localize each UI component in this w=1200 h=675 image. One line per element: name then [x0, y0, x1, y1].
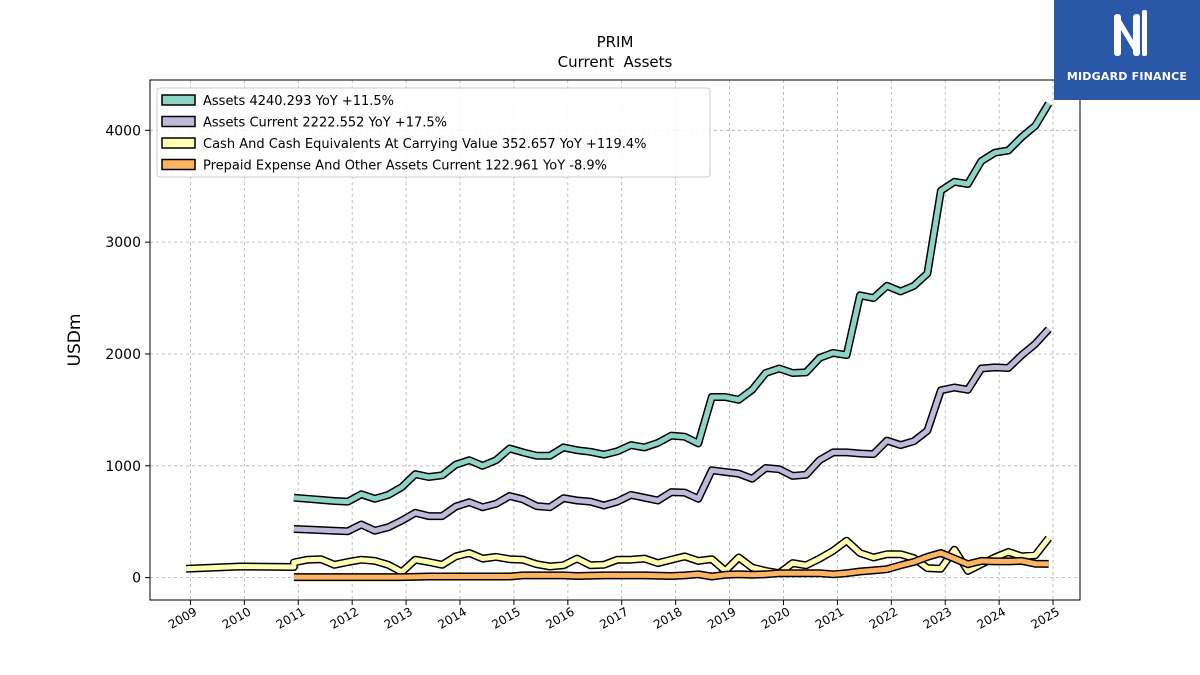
legend-label: Assets 4240.293 YoY +11.5% — [203, 94, 394, 109]
legend-swatch — [161, 94, 196, 106]
y-axis: 0 1000 2000 3000 4000 — [105, 123, 150, 587]
x-tick-label: 2014 — [436, 604, 469, 631]
legend-swatch — [161, 158, 196, 171]
legend-item: Prepaid Expense And Other Assets Current… — [161, 158, 607, 174]
series-1 — [293, 101, 1053, 506]
series-line — [293, 550, 1049, 580]
chart-subtitle: Current Assets — [558, 53, 673, 71]
x-tick-label: 2015 — [489, 604, 522, 631]
x-tick-label: 2011 — [274, 604, 307, 631]
series-4 — [293, 549, 1049, 582]
brand-logo: MIDGARD FINANCE — [1054, 0, 1200, 100]
x-tick-label: 2023 — [921, 604, 954, 631]
legend-label: Assets Current 2222.552 YoY +17.5% — [203, 116, 447, 131]
series-2 — [293, 326, 1052, 536]
midgard-logo-icon — [1114, 10, 1147, 56]
series-line — [293, 102, 1051, 505]
legend-label: Cash And Cash Equivalents At Carrying Va… — [203, 137, 646, 152]
legend-item: Assets Current 2222.552 YoY +17.5% — [161, 115, 447, 131]
legend-item: Assets 4240.293 YoY +11.5% — [161, 94, 394, 109]
x-tick-label: 2013 — [382, 604, 415, 631]
x-tick-label: 2012 — [328, 604, 361, 631]
legend-swatch — [161, 115, 196, 128]
y-tick-label: 4000 — [105, 123, 141, 139]
x-tick-label: 2020 — [759, 604, 792, 631]
x-tick-label: 2017 — [597, 604, 630, 631]
series-layer — [185, 101, 1053, 582]
legend-label: Prepaid Expense And Other Assets Current… — [203, 159, 607, 174]
plot-frame — [149, 79, 1081, 601]
y-tick-label: 2000 — [105, 347, 141, 363]
legend-item: Cash And Cash Equivalents At Carrying Va… — [161, 137, 646, 152]
legend-box — [156, 87, 711, 178]
legend: Assets 4240.293 YoY +11.5% Assets Current… — [156, 87, 711, 178]
series-line — [293, 327, 1051, 534]
x-tick-label: 2010 — [220, 604, 253, 631]
y-tick-label: 1000 — [105, 459, 141, 475]
legend-swatch — [161, 137, 196, 149]
x-tick-label: 2016 — [543, 604, 576, 631]
x-tick-label: 2022 — [867, 604, 900, 631]
y-tick-label: 0 — [132, 571, 141, 587]
x-tick-label: 2021 — [813, 604, 846, 631]
x-tick-label: 2009 — [166, 604, 199, 631]
x-tick-label: 2019 — [705, 604, 738, 631]
logo-text: MIDGARD FINANCE — [1066, 70, 1188, 83]
y-axis-label: USDm — [65, 314, 85, 367]
x-axis: 2009 2010 2011 2012 2013 2014 2015 2016 2017 2018… — [166, 600, 1062, 632]
x-tick-label: 2018 — [651, 604, 684, 631]
chart-title: PRIM — [597, 33, 634, 51]
series-line-outline — [293, 326, 1052, 536]
x-tick-label: 2024 — [975, 604, 1008, 631]
x-tick-label: 2025 — [1029, 604, 1062, 631]
y-tick-label: 3000 — [105, 235, 141, 251]
